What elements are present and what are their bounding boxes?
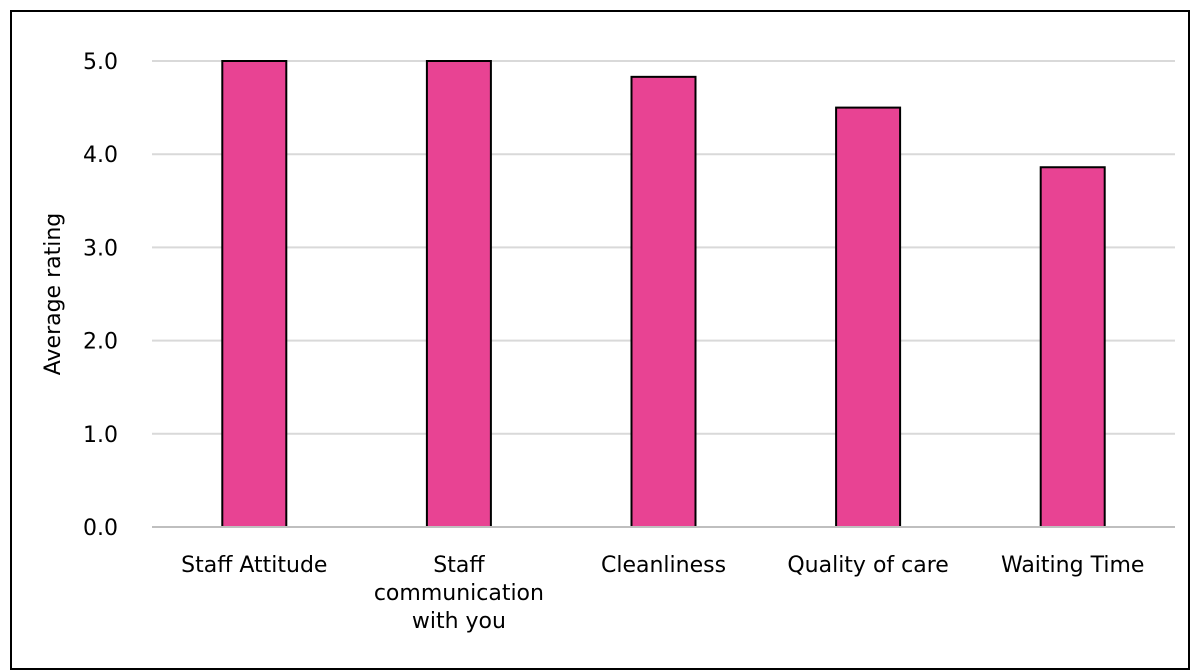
x-category-label-3: Quality of care xyxy=(787,553,948,578)
x-category-labels: Staff Attitude Staff communication with you… xyxy=(181,553,1144,634)
bar-0 xyxy=(221,60,288,528)
y-tick-labels: 0.0 1.0 2.0 3.0 4.0 5.0 xyxy=(83,50,118,541)
x-category-label-line: with you xyxy=(412,609,506,634)
x-category-label-4: Waiting Time xyxy=(1001,553,1144,578)
y-tick-label-1: 1.0 xyxy=(83,423,118,448)
y-tick-label-5: 5.0 xyxy=(83,50,118,75)
y-axis-title: Average rating xyxy=(41,213,66,376)
bar-chart: 0.0 1.0 2.0 3.0 4.0 5.0 Staff Attitude Staff co… xyxy=(41,50,1175,634)
x-category-label-line: Staff xyxy=(433,553,485,578)
bars xyxy=(221,60,1106,529)
y-tick-label-0: 0.0 xyxy=(83,516,118,541)
chart-frame: 0.0 1.0 2.0 3.0 4.0 5.0 Staff Attitude Staff co… xyxy=(10,10,1190,670)
x-category-label-line: Cleanliness xyxy=(601,553,726,578)
bar-1 xyxy=(425,60,492,528)
x-category-label-line: Quality of care xyxy=(787,553,948,578)
y-tick-label-3: 3.0 xyxy=(83,236,118,261)
bar-2 xyxy=(630,75,697,529)
bar-3 xyxy=(835,106,902,528)
x-category-label-line: Staff Attitude xyxy=(181,553,327,578)
bar-4 xyxy=(1039,166,1106,529)
x-category-label-line: communication xyxy=(374,581,544,606)
x-category-label-1: Staff communication with you xyxy=(374,553,544,634)
x-category-label-2: Cleanliness xyxy=(601,553,726,578)
y-tick-label-2: 2.0 xyxy=(83,330,118,355)
x-category-label-line: Waiting Time xyxy=(1001,553,1144,578)
x-category-label-0: Staff Attitude xyxy=(181,553,327,578)
y-tick-label-4: 4.0 xyxy=(83,143,118,168)
